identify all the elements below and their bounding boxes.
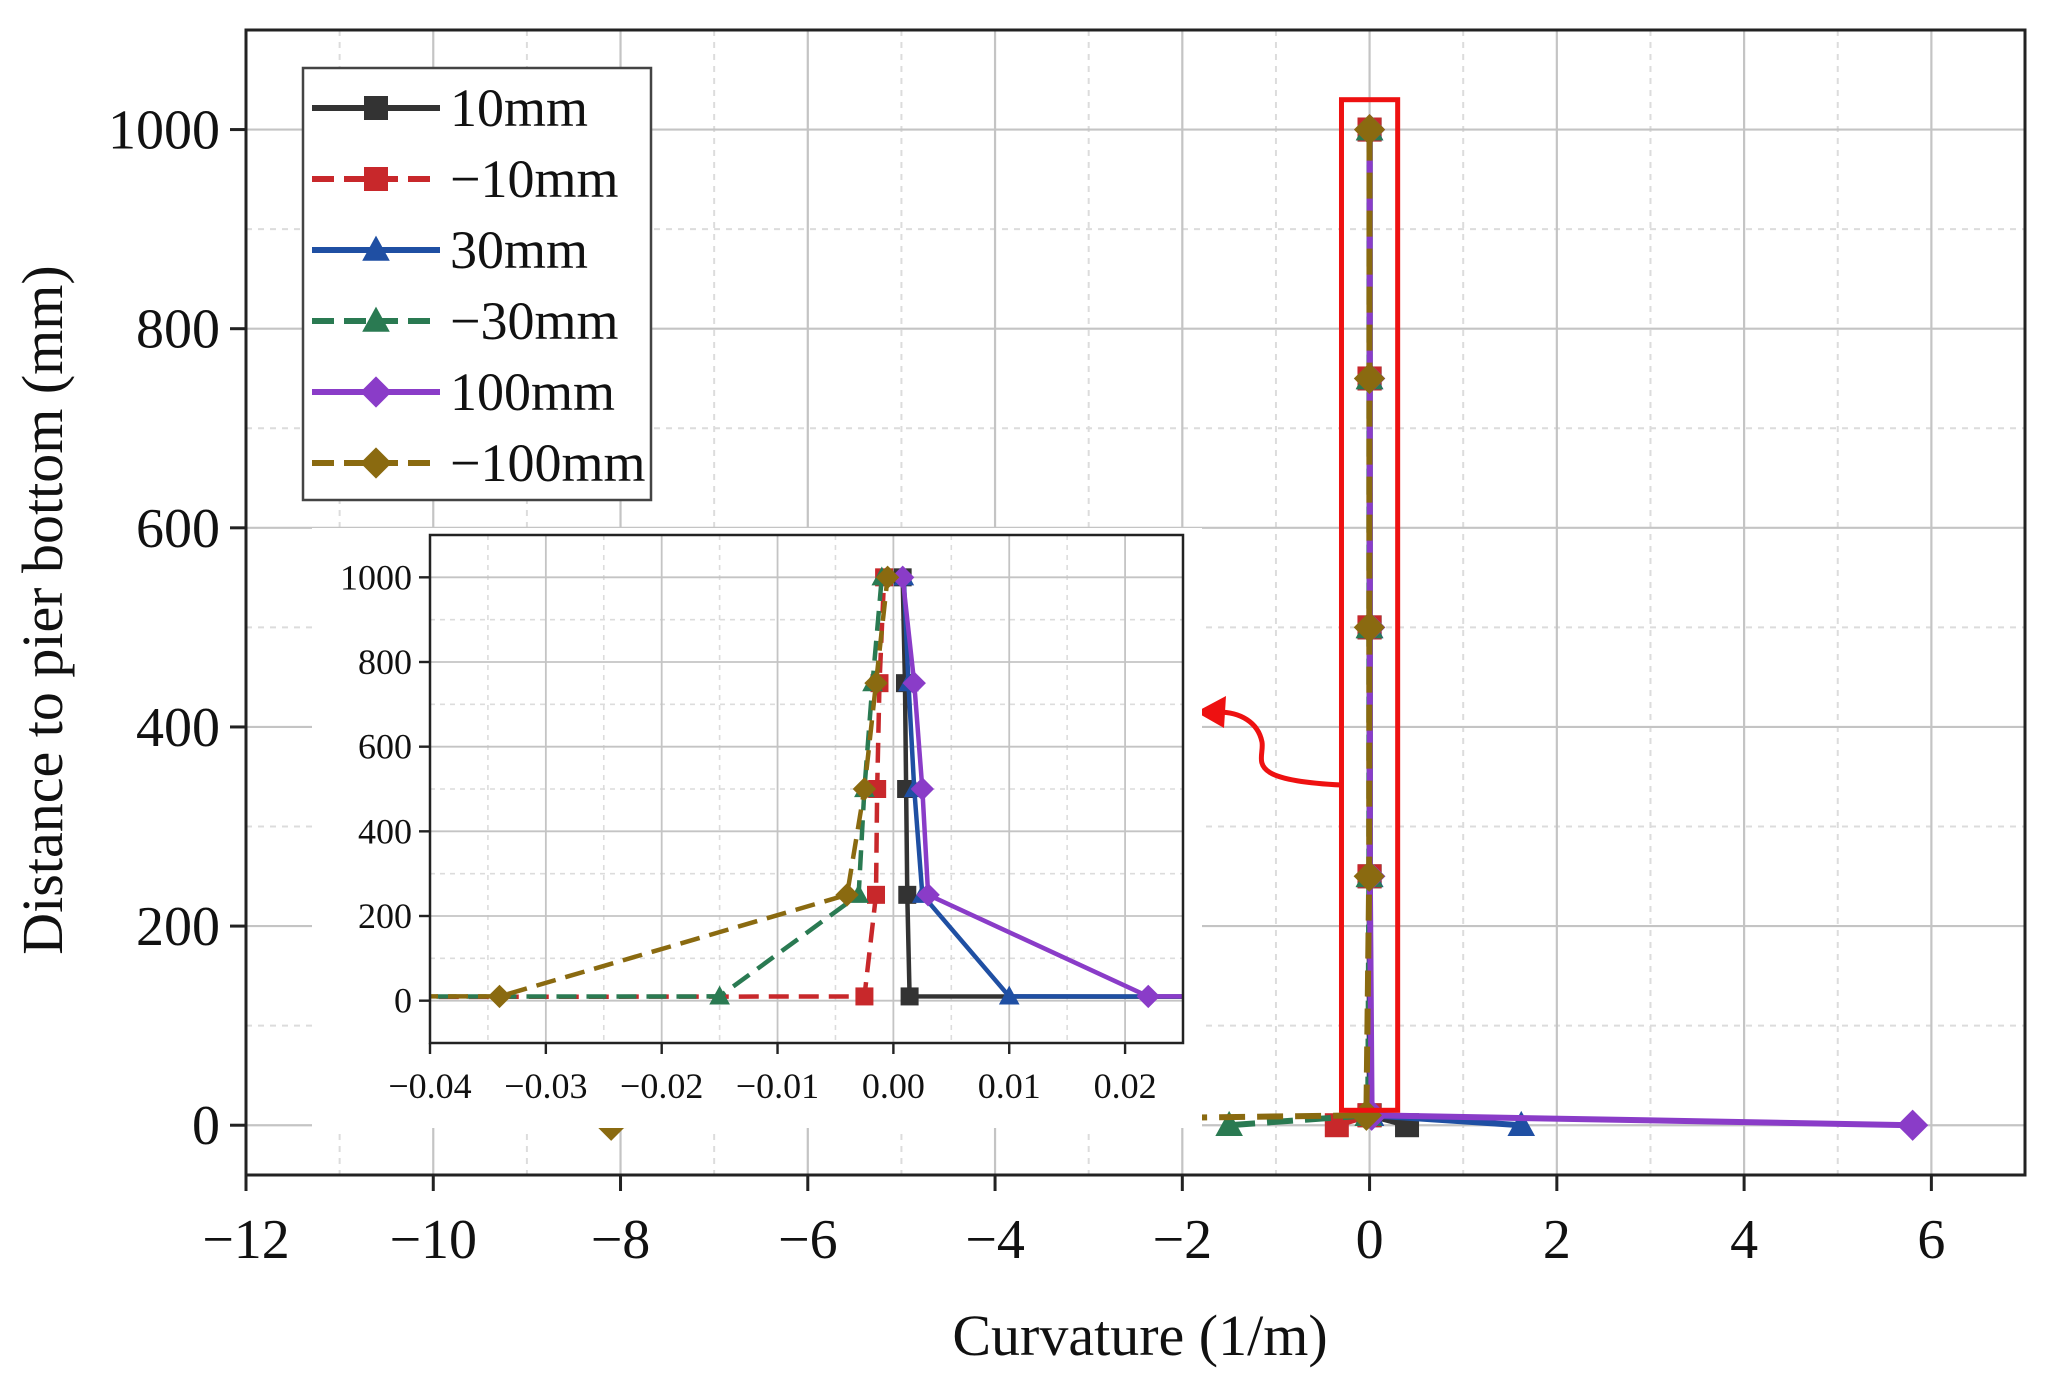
zoom-arrow-head [1196,696,1226,728]
inset-data-point [487,984,512,1009]
inset-data-point [902,671,926,695]
data-point [1353,611,1385,643]
inset-plot: −0.04 −0.03 −0.02 −0.01 0.00 0.01 0.02 0 200 400 6… [312,528,1202,1128]
inset-series-line [430,577,887,1000]
inset-series-line [430,577,890,999]
x-tick-label: 6 [1917,1209,1945,1271]
zoom-arrow-line [1217,709,1342,788]
inset-series-line [901,577,1183,999]
inset-x-tick-label: −0.03 [504,1066,587,1106]
legend-item-100mm: 100mm [312,362,615,422]
inset-y-tick-label: 1000 [340,557,412,597]
legend-item-minus-10mm: −10mm [312,149,618,209]
x-tick-label: −8 [591,1209,651,1271]
series-line [611,129,1373,1129]
inset-data-point [900,987,919,1006]
inset-data-point [709,985,730,1005]
legend-label: −10mm [450,149,618,209]
y-tick-label: 200 [136,896,220,958]
y-tick-label: 400 [136,697,220,759]
legend-marker [360,447,392,479]
legend-item-10mm: 10mm [312,78,588,138]
legend-marker [364,167,388,191]
x-tick-label: −12 [202,1209,290,1271]
inset-series-line [900,577,1183,999]
legend-label: 30mm [450,220,588,280]
inset-data-point [852,777,877,801]
data-point [1353,362,1386,395]
inset-x-tick-label: −0.01 [736,1066,819,1106]
inset-x-tick-label: 0.01 [978,1066,1041,1106]
y-axis-title: Distance to pier bottom (mm) [10,265,75,954]
data-point [1897,1109,1929,1141]
x-tick-label: −2 [1153,1209,1213,1271]
inset-x-tick-label: 0.02 [1094,1066,1157,1106]
y-tick-label: 800 [136,299,220,361]
data-point [1353,113,1386,146]
legend-label: 10mm [450,78,588,138]
y-tick-label: 1000 [108,100,220,162]
x-tick-label: −4 [965,1209,1025,1271]
y-tick-label: 0 [192,1095,220,1157]
inset-data-point [835,883,859,907]
data-point [1353,860,1385,892]
zoom-highlight [1196,97,1401,1113]
legend: 10mm −10mm 30mm −30mm 100mm −100mm [301,66,653,502]
inset-data-point [890,565,915,590]
inset-y-tick-label: 600 [358,727,412,767]
inset-y-tick-label: 400 [358,811,412,851]
data-point [1507,1110,1536,1137]
inset-plot-area [430,535,1183,1043]
legend-marker [362,235,390,261]
inset-data-point [910,777,935,801]
inset-data-point [864,671,888,695]
inset-data-point [1136,984,1160,1009]
plot-frame [244,28,2027,1177]
inset-data-point [867,885,886,904]
inset-data-point [916,883,940,907]
inset-series-minus-100mm [430,565,900,1009]
zoom-box [1338,97,1401,1113]
legend-item-minus-30mm: −30mm [312,291,618,351]
x-tick-label: 0 [1356,1209,1384,1271]
legend-label: −30mm [450,291,618,351]
x-tick-label: −6 [778,1209,838,1271]
inset-y-tick-label: 0 [394,981,412,1021]
inset-y-tick-label: 800 [358,642,412,682]
legend-marker [364,96,388,120]
inset-grid: −0.04 −0.03 −0.02 −0.01 0.00 0.01 0.02 0 200 400 6… [340,535,1183,1106]
inset-series-100mm [890,565,1183,1009]
inset-data-point [875,565,900,590]
legend-marker [362,306,390,332]
inset-data-point [998,985,1020,1005]
data-point [1215,1110,1243,1137]
legend-box [301,66,653,502]
legend-label: 100mm [450,362,615,422]
legend-item-30mm: 30mm [312,220,588,280]
inset-series-line [900,577,1183,999]
x-tick-label: 4 [1730,1209,1758,1271]
inset-data-point [898,885,917,904]
inset-frame [428,533,1185,1045]
inset-x-tick-label: −0.04 [388,1066,471,1106]
inset-data-point [855,987,874,1006]
inset-x-tick-label: 0.00 [862,1066,925,1106]
x-axis-title: Curvature (1/m) [952,1303,1327,1368]
inset-y-tick-label: 200 [358,896,412,936]
y-tick-label: 600 [136,498,220,560]
x-tick-label: 2 [1543,1209,1571,1271]
legend-label: −100mm [450,433,645,493]
legend-item-minus-100mm: −100mm [312,433,645,493]
legend-marker [360,376,392,408]
inset-x-tick-label: −0.02 [620,1066,703,1106]
data-point [1350,1099,1382,1131]
x-tick-label: −10 [389,1209,477,1271]
